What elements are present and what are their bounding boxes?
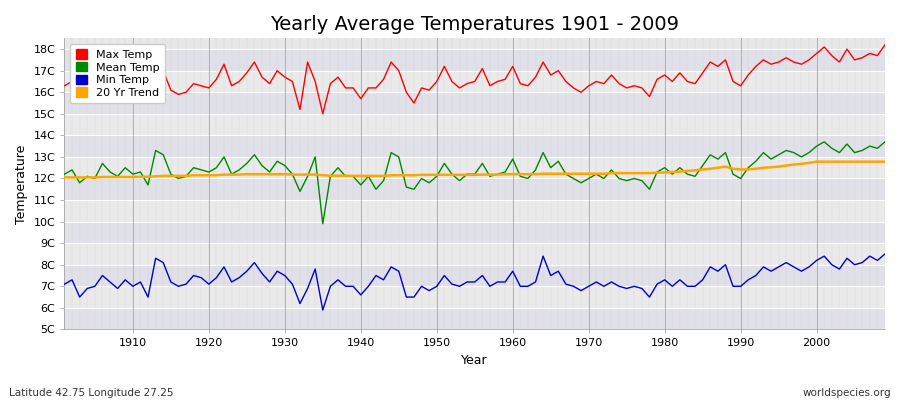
Bar: [65, 200, 885, 222]
Mean Temp: [819, 140, 830, 144]
Bar: [65, 308, 885, 330]
Bar: [65, 265, 885, 286]
Max Temp: [879, 42, 890, 47]
Bar: [65, 222, 885, 243]
Min Temp: [879, 252, 890, 256]
Bar: [65, 243, 885, 265]
Mean Temp: [59, 172, 70, 176]
Line: Mean Temp: Mean Temp: [65, 142, 885, 224]
Bar: [65, 178, 885, 200]
Bar: [65, 114, 885, 135]
Mean Temp: [879, 140, 890, 144]
Min Temp: [120, 278, 130, 282]
Y-axis label: Temperature: Temperature: [15, 144, 28, 224]
Mean Temp: [120, 165, 130, 170]
Bar: [65, 71, 885, 92]
Min Temp: [508, 269, 518, 274]
Bar: [65, 157, 885, 178]
Min Temp: [340, 284, 351, 289]
20 Yr Trend: [287, 172, 298, 177]
Mean Temp: [606, 168, 616, 172]
Min Temp: [515, 284, 526, 289]
20 Yr Trend: [598, 171, 609, 176]
Mean Temp: [508, 157, 518, 162]
X-axis label: Year: Year: [462, 354, 488, 367]
Max Temp: [59, 83, 70, 88]
Max Temp: [606, 72, 616, 77]
20 Yr Trend: [879, 159, 890, 164]
Max Temp: [508, 64, 518, 69]
Text: Latitude 42.75 Longitude 27.25: Latitude 42.75 Longitude 27.25: [9, 388, 174, 398]
20 Yr Trend: [508, 172, 518, 176]
20 Yr Trend: [59, 175, 70, 180]
Mean Temp: [287, 172, 298, 176]
Min Temp: [318, 308, 328, 312]
Max Temp: [287, 79, 298, 84]
Line: Min Temp: Min Temp: [65, 254, 885, 310]
Text: worldspecies.org: worldspecies.org: [803, 388, 891, 398]
20 Yr Trend: [811, 159, 822, 164]
Max Temp: [340, 86, 351, 90]
20 Yr Trend: [333, 173, 344, 178]
Min Temp: [606, 280, 616, 284]
Max Temp: [120, 72, 130, 77]
Mean Temp: [340, 174, 351, 179]
Min Temp: [59, 282, 70, 286]
Max Temp: [515, 81, 526, 86]
Title: Yearly Average Temperatures 1901 - 2009: Yearly Average Temperatures 1901 - 2009: [270, 15, 680, 34]
Mean Temp: [515, 174, 526, 179]
Bar: [65, 286, 885, 308]
Line: Max Temp: Max Temp: [65, 45, 885, 114]
Line: 20 Yr Trend: 20 Yr Trend: [65, 162, 885, 178]
Max Temp: [318, 111, 328, 116]
Bar: [65, 135, 885, 157]
Legend: Max Temp, Mean Temp, Min Temp, 20 Yr Trend: Max Temp, Mean Temp, Min Temp, 20 Yr Tre…: [70, 44, 165, 104]
Bar: [65, 92, 885, 114]
Min Temp: [287, 282, 298, 286]
20 Yr Trend: [120, 174, 130, 179]
Bar: [65, 49, 885, 71]
Mean Temp: [318, 221, 328, 226]
20 Yr Trend: [500, 172, 510, 176]
